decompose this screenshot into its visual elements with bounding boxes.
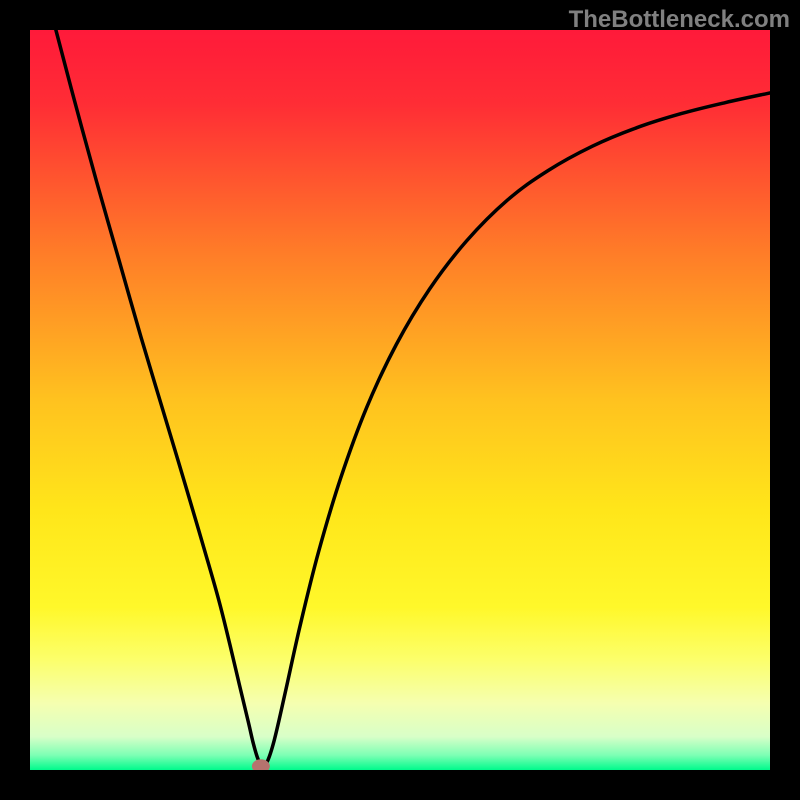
chart-background xyxy=(30,30,770,770)
attribution-text: TheBottleneck.com xyxy=(569,6,790,34)
chart-plot-area xyxy=(30,30,770,770)
bottleneck-curve-chart xyxy=(30,30,770,770)
